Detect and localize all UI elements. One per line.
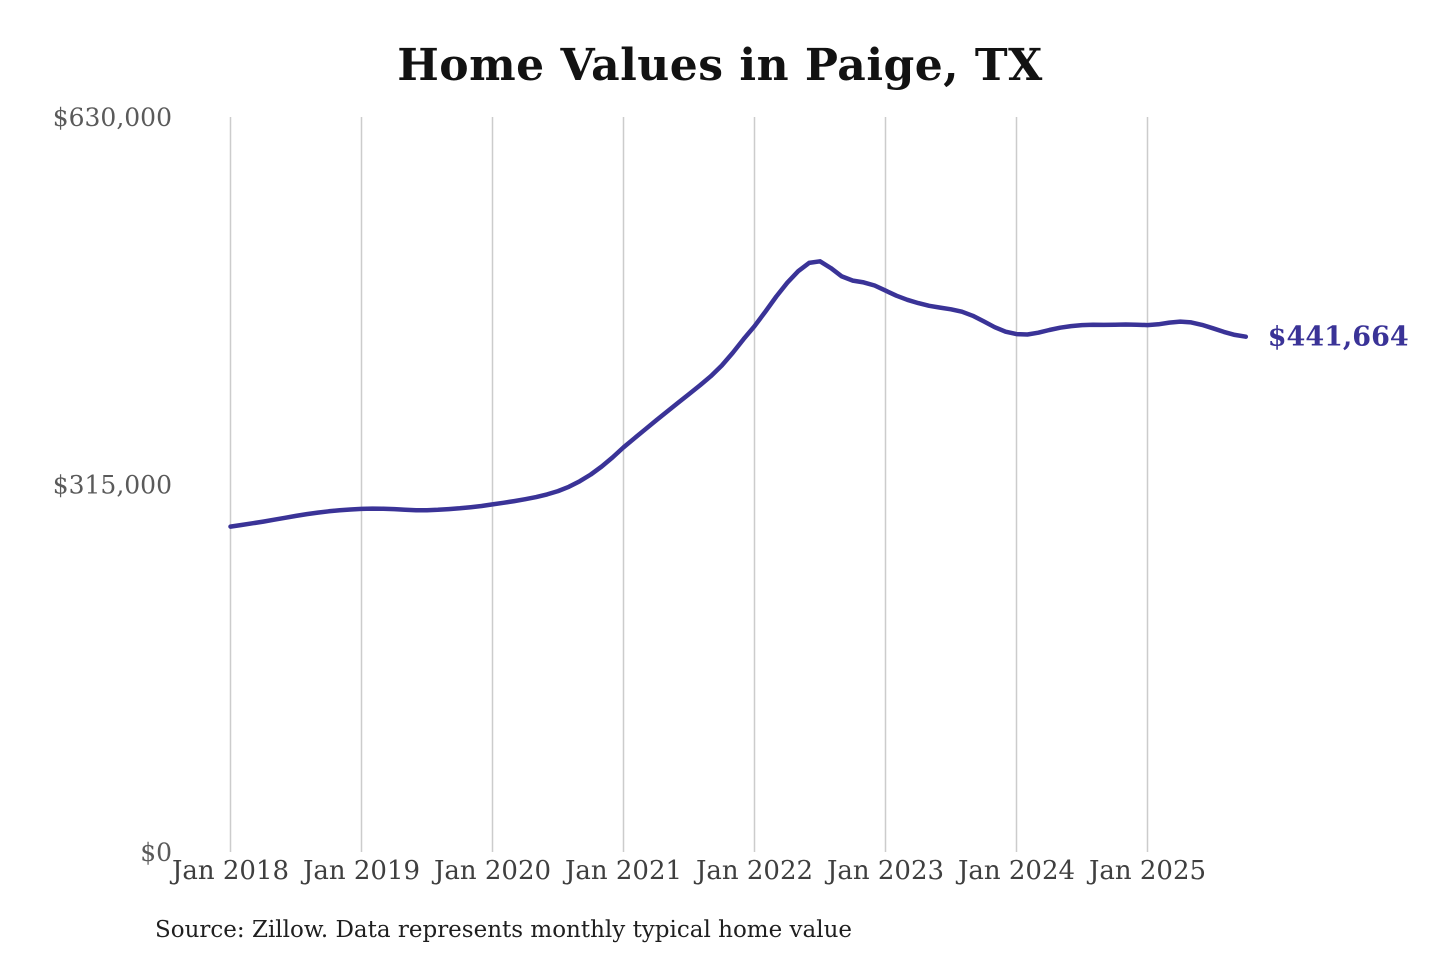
y-tick-label: $315,000 [53,471,172,500]
x-tick-label: Jan 2024 [955,856,1075,886]
x-tick-label: Jan 2025 [1086,856,1206,886]
chart-title: Home Values in Paige, TX [397,40,1043,91]
x-tick-label: Jan 2022 [693,856,813,886]
x-tick-label: Jan 2023 [824,856,944,886]
x-tick-label: Jan 2019 [300,856,420,886]
y-tick-label: $0 [140,838,172,867]
x-tick-label: Jan 2018 [169,856,289,886]
y-tick-label: $630,000 [53,103,172,132]
latest-value-label: $441,664 [1268,322,1409,353]
x-tick-label: Jan 2021 [562,856,682,886]
source-note: Source: Zillow. Data represents monthly … [155,917,853,943]
home-value-series-line [228,259,1249,529]
x-tick-label: Jan 2020 [431,856,551,886]
